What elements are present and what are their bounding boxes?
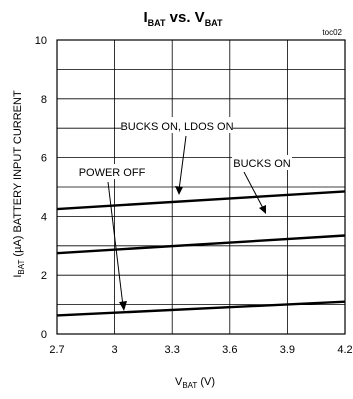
x-tick-label: 3.9 bbox=[280, 344, 295, 356]
arrowhead-bucks-on bbox=[259, 205, 266, 214]
y-tick-label: 10 bbox=[35, 35, 47, 47]
x-tick-label: 4.2 bbox=[337, 344, 352, 356]
arrow-bucks-on bbox=[243, 171, 265, 211]
y-axis-label: IBAT (µA) BATTERY INPUT CURRENT bbox=[12, 90, 26, 278]
y-tick-label: 6 bbox=[41, 153, 47, 165]
plot-frame bbox=[56, 39, 346, 335]
annotation-bg-2 bbox=[232, 155, 292, 170]
label-power-off: POWER OFF bbox=[79, 167, 146, 179]
arrowhead-bucks-ldos-on bbox=[175, 186, 183, 195]
x-axis-label: VBAT (V) bbox=[175, 376, 215, 390]
series-line-1 bbox=[56, 234, 346, 255]
figure-code: toc02 bbox=[322, 28, 342, 37]
annotation-bg-3 bbox=[78, 164, 146, 179]
arrow-power-off bbox=[107, 181, 124, 307]
x-tick-label: 3.6 bbox=[222, 344, 237, 356]
y-tick-label: 2 bbox=[41, 270, 47, 282]
label-bucks-ldos-on: BUCKS ON, LDOS ON bbox=[120, 121, 233, 133]
x-tick-label: 3 bbox=[112, 344, 118, 356]
series-line-2 bbox=[56, 300, 346, 317]
series-lines bbox=[56, 190, 346, 317]
x-tick-label: 3.3 bbox=[165, 344, 180, 356]
y-tick-label: 0 bbox=[41, 329, 47, 341]
arrow-bucks-ldos-on bbox=[178, 135, 187, 191]
series-line-0 bbox=[56, 190, 346, 211]
chart-title: IBAT vs. VBAT bbox=[143, 9, 223, 28]
annotation-bg-1 bbox=[121, 117, 233, 133]
arrowhead-power-off bbox=[119, 301, 127, 311]
grid: 2.7 3 3.3 3.6 3.9 4.2 0 2 4 6 8 10 bbox=[35, 35, 353, 356]
label-bucks-on: BUCKS ON bbox=[233, 158, 291, 170]
x-tick-label: 2.7 bbox=[49, 344, 64, 356]
y-tick-label: 8 bbox=[41, 94, 47, 106]
y-tick-label: 4 bbox=[41, 211, 47, 223]
annotations: BUCKS ON, LDOS ON BUCKS ON POWER OFF bbox=[78, 117, 292, 311]
